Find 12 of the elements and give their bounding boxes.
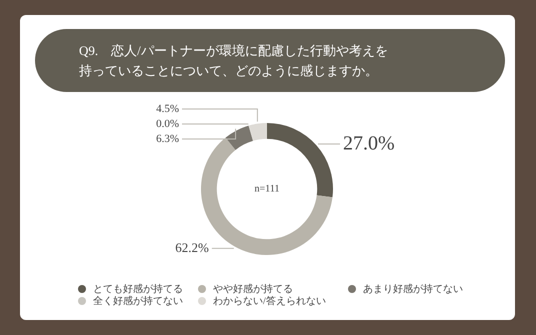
- data-label: 27.0%: [343, 132, 395, 154]
- legend-label: 全く好感が持てない: [93, 294, 183, 308]
- legend-label: とても好感が持てる: [93, 282, 183, 296]
- data-label: 6.3%: [156, 132, 179, 145]
- data-label: 4.5%: [156, 102, 179, 115]
- data-label: 62.2%: [175, 240, 210, 255]
- legend-label: あまり好感が持てない: [363, 282, 463, 296]
- legend-label: わからない/答えられない: [213, 295, 326, 308]
- chart-title: Q9. 恋人/パートナーが環境に配慮した行動や考えを持っていることについて、どのように感じますか。: [79, 42, 389, 80]
- text: n=111: [254, 184, 280, 195]
- legend-label: やや好感が持てる: [213, 282, 293, 296]
- text: 0.0%: [156, 118, 179, 130]
